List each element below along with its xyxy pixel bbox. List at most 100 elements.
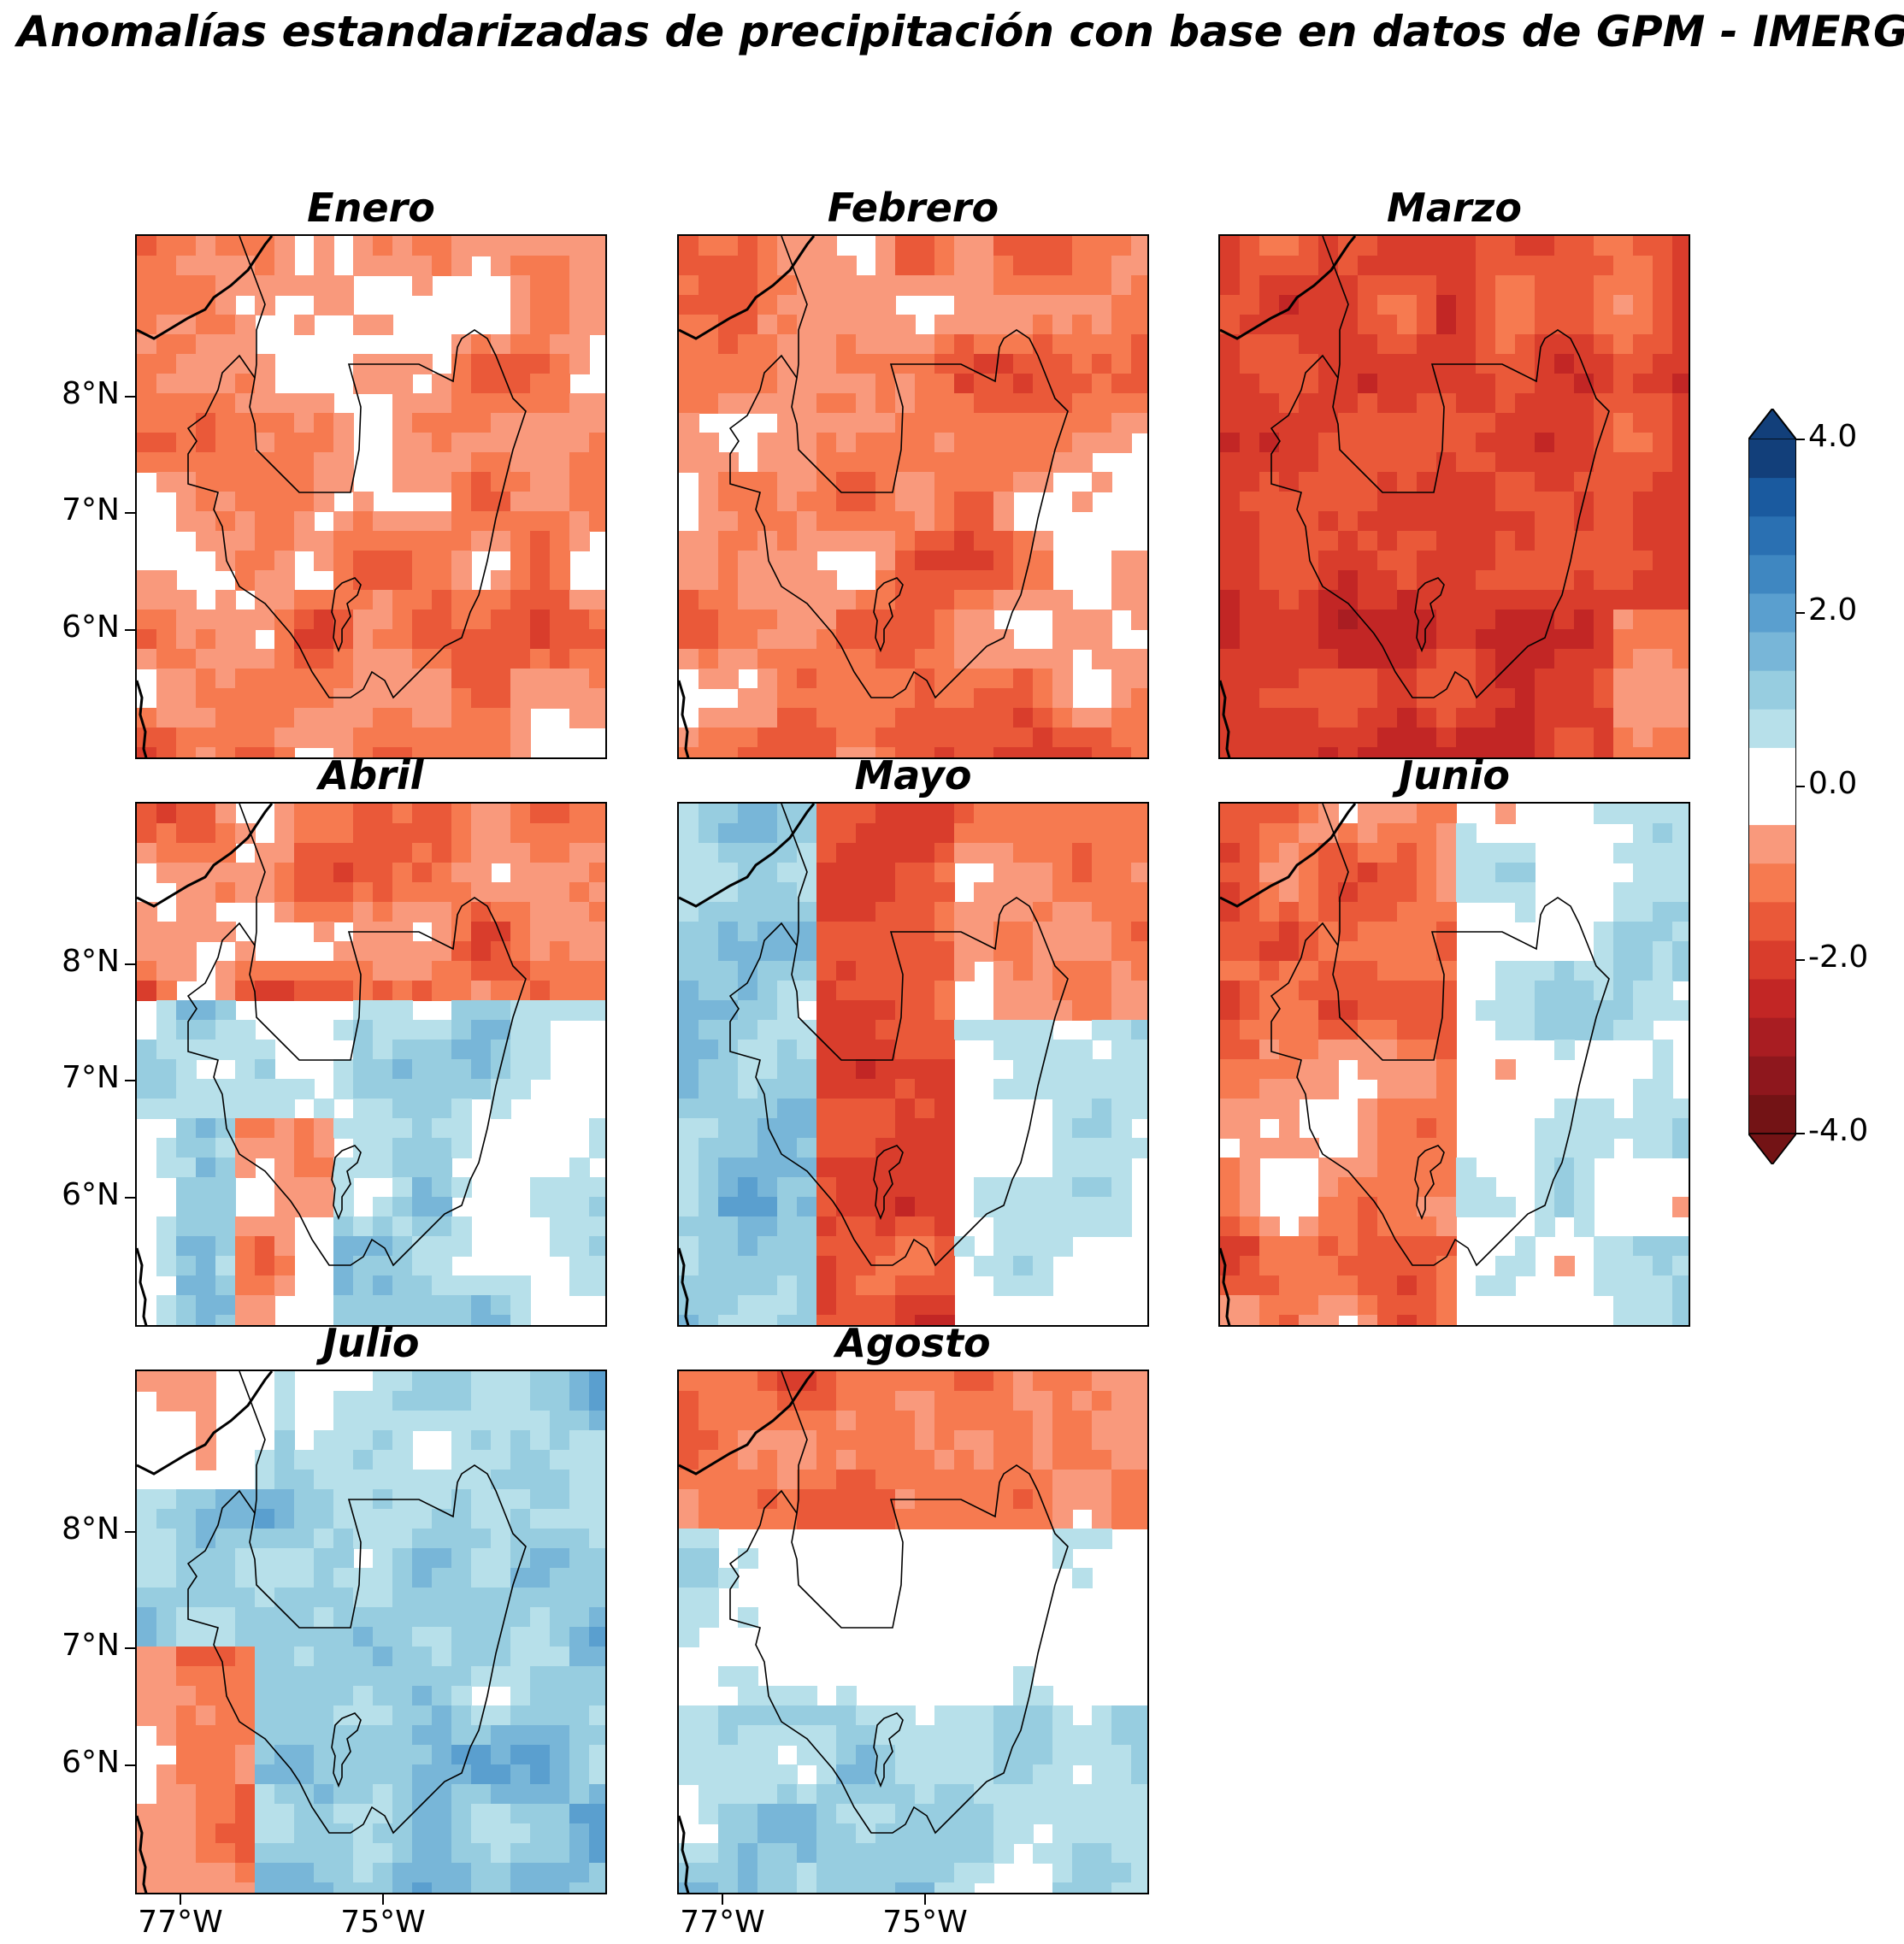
municipality-boundary [873, 1712, 904, 1788]
lat-tick-label: 6°N [62, 1745, 120, 1780]
lat-tick-label: 8°N [62, 376, 120, 411]
colorbar-bin [1748, 439, 1796, 479]
coastline [679, 236, 816, 340]
lat-tick [125, 1197, 135, 1199]
colorbar-extend-min [1747, 1133, 1798, 1166]
municipality-boundary [873, 577, 904, 653]
map-panel-mayo [677, 802, 1149, 1327]
region-boundary [728, 897, 1069, 1267]
lat-tick [125, 1080, 135, 1081]
lat-tick-label: 7°N [62, 1060, 120, 1095]
department-boundary [239, 236, 266, 379]
colorbar-tick [1796, 612, 1805, 614]
anomaly-field-julio [137, 1371, 605, 1893]
anomaly-field-junio [1220, 804, 1689, 1325]
coastline-west [137, 1815, 148, 1893]
lon-tick [180, 1894, 181, 1905]
region-boundary [728, 329, 1069, 699]
region-boundary [1270, 897, 1610, 1267]
lat-tick-label: 7°N [62, 1628, 120, 1663]
lat-tick [125, 963, 135, 965]
lon-tick [722, 1894, 723, 1905]
figure-title: Anomalías estandarizadas de precipitació… [17, 7, 1904, 56]
colorbar-bin [1748, 940, 1796, 981]
colorbar-bin [1748, 1017, 1796, 1057]
map-panel-agosto [677, 1370, 1149, 1894]
colorbar-bin [1748, 786, 1796, 826]
map-panel-junio [1218, 802, 1690, 1327]
anomaly-field-febrero [679, 236, 1147, 757]
colorbar-bin [1748, 478, 1796, 517]
colorbar-tick [1796, 439, 1805, 440]
lat-tick-label: 6°N [62, 610, 120, 645]
municipality-boundary [331, 1145, 362, 1221]
municipality-boundary [873, 1145, 904, 1221]
department-boundary [239, 804, 266, 946]
coastline-west [679, 1815, 690, 1893]
colorbar-tick [1796, 1133, 1805, 1134]
municipality-boundary [331, 577, 362, 653]
anomaly-field-agosto [679, 1371, 1147, 1893]
colorbar-bin [1748, 670, 1796, 710]
colorbar-bin [1748, 863, 1796, 903]
colorbar-tick-label: -4.0 [1808, 1113, 1869, 1148]
coastline [679, 1371, 816, 1476]
map-panel-abril [135, 802, 607, 1327]
coastline-west [679, 680, 690, 757]
coastline-west [137, 680, 148, 757]
department-boundary [1322, 236, 1349, 379]
region-boundary [1270, 329, 1610, 699]
lat-tick-label: 8°N [62, 1511, 120, 1546]
colorbar-bin [1748, 555, 1796, 595]
coastline [137, 1371, 274, 1476]
colorbar-bin [1748, 632, 1796, 672]
lon-tick-label: 75°W [340, 1905, 426, 1940]
department-boundary [781, 804, 808, 946]
lat-tick [125, 1764, 135, 1766]
lat-tick [125, 396, 135, 398]
department-boundary [781, 1371, 808, 1514]
coastline [1220, 804, 1357, 908]
map-panel-marzo [1218, 234, 1690, 759]
colorbar [1747, 407, 1798, 1166]
coastline-west [1220, 680, 1231, 757]
coastline [1220, 236, 1357, 340]
lat-tick [125, 1531, 135, 1533]
department-boundary [1322, 804, 1349, 946]
region-boundary [186, 897, 527, 1267]
colorbar-bin [1748, 709, 1796, 749]
colorbar-extend-max [1747, 407, 1798, 440]
colorbar-bin [1748, 825, 1796, 864]
anomaly-field-enero [137, 236, 605, 757]
colorbar-tick-label: 0.0 [1808, 766, 1858, 801]
lat-tick-label: 6°N [62, 1177, 120, 1212]
colorbar-bin [1748, 516, 1796, 556]
coastline-west [1220, 1247, 1231, 1325]
lat-tick [125, 512, 135, 514]
lat-tick [125, 629, 135, 631]
lat-tick [125, 1647, 135, 1649]
lon-tick-label: 75°W [882, 1905, 968, 1940]
region-boundary [728, 1464, 1069, 1835]
lat-tick-label: 8°N [62, 944, 120, 979]
colorbar-tick-label: 4.0 [1808, 419, 1858, 454]
colorbar-bin [1748, 1094, 1796, 1134]
anomaly-field-abril [137, 804, 605, 1325]
colorbar-bin [1748, 747, 1796, 787]
anomaly-field-marzo [1220, 236, 1689, 757]
department-boundary [781, 236, 808, 379]
lon-tick [924, 1894, 926, 1905]
colorbar-bin [1748, 902, 1796, 942]
lon-tick-label: 77°W [680, 1905, 765, 1940]
department-boundary [239, 1371, 266, 1514]
municipality-boundary [331, 1712, 362, 1788]
colorbar-bin [1748, 1056, 1796, 1096]
lat-tick-label: 7°N [62, 492, 120, 527]
colorbar-tick [1796, 959, 1805, 961]
map-panel-enero [135, 234, 607, 759]
municipality-boundary [1414, 577, 1445, 653]
lon-tick [382, 1894, 384, 1905]
colorbar-bin [1748, 593, 1796, 633]
coastline [679, 804, 816, 908]
colorbar-tick [1796, 786, 1805, 787]
